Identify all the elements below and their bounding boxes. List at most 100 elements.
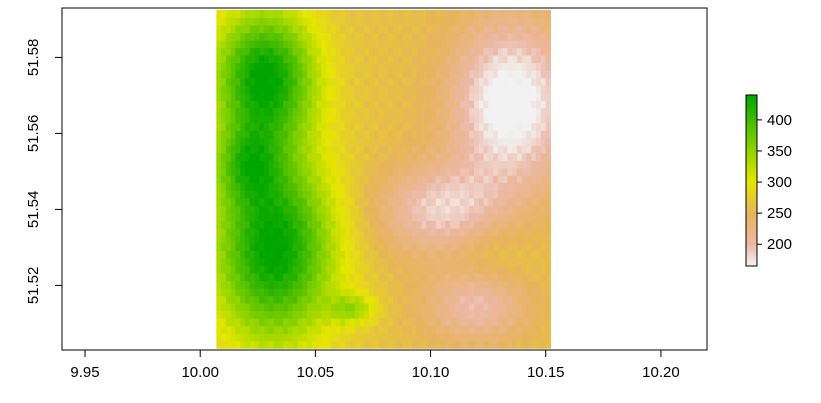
raster-cell bbox=[249, 175, 256, 184]
raster-cell bbox=[259, 340, 265, 349]
raster-cell bbox=[273, 175, 279, 184]
raster-cell bbox=[526, 100, 532, 109]
raster-cell bbox=[440, 130, 446, 139]
raster-cell bbox=[235, 130, 241, 139]
raster-cell bbox=[545, 160, 551, 169]
raster-cell bbox=[392, 62, 399, 71]
raster-cell bbox=[369, 227, 375, 236]
raster-cell bbox=[531, 137, 537, 146]
raster-cell bbox=[287, 325, 294, 334]
raster-cell bbox=[326, 340, 332, 349]
raster-cell bbox=[474, 295, 480, 304]
raster-cell bbox=[512, 257, 518, 267]
raster-cell bbox=[235, 77, 241, 86]
raster-cell bbox=[411, 175, 418, 184]
raster-cell bbox=[302, 235, 308, 244]
raster-cell bbox=[516, 325, 523, 334]
raster-cell bbox=[383, 70, 389, 79]
raster-cell bbox=[378, 205, 384, 214]
raster-cell bbox=[354, 287, 361, 297]
raster-cell bbox=[292, 107, 299, 116]
raster-cell bbox=[383, 295, 389, 304]
raster-cell bbox=[450, 182, 456, 191]
raster-cell bbox=[440, 9, 446, 19]
raster-cell bbox=[488, 303, 494, 312]
raster-cell bbox=[450, 287, 456, 297]
raster-cell bbox=[450, 145, 456, 154]
raster-cell bbox=[354, 160, 361, 169]
raster-cell bbox=[221, 17, 227, 26]
raster-cell bbox=[392, 9, 399, 19]
raster-cell bbox=[411, 242, 418, 251]
raster-cell bbox=[321, 340, 327, 349]
raster-cell bbox=[512, 310, 518, 319]
raster-cell bbox=[388, 39, 394, 49]
raster-cell bbox=[521, 235, 528, 244]
raster-cell bbox=[431, 333, 437, 342]
raster-cell bbox=[316, 280, 322, 289]
raster-cell bbox=[249, 92, 256, 101]
raster-cell bbox=[459, 310, 466, 319]
raster-cell bbox=[516, 235, 523, 244]
raster-cell bbox=[388, 92, 394, 101]
x-tick-label: 10.00 bbox=[181, 364, 219, 381]
raster-cell bbox=[474, 303, 480, 312]
raster-cell bbox=[316, 250, 322, 259]
raster-cell bbox=[240, 70, 246, 79]
raster-cell bbox=[221, 145, 227, 154]
raster-cell bbox=[287, 272, 294, 282]
raster-cell bbox=[411, 205, 418, 214]
raster-cell bbox=[440, 17, 446, 26]
raster-cell bbox=[526, 220, 532, 229]
raster-cell bbox=[402, 310, 408, 319]
raster-cell bbox=[512, 167, 518, 176]
raster-cell bbox=[411, 333, 418, 342]
raster-cell bbox=[259, 130, 265, 139]
raster-cell bbox=[221, 280, 227, 289]
raster-cell bbox=[512, 100, 518, 109]
raster-cell bbox=[326, 92, 332, 101]
raster-cell bbox=[402, 280, 408, 289]
raster-cell bbox=[283, 257, 289, 267]
raster-cell bbox=[244, 280, 251, 289]
raster-cell bbox=[536, 160, 542, 169]
raster-cell bbox=[311, 130, 318, 139]
raster-cell bbox=[531, 160, 537, 169]
raster-cell bbox=[340, 70, 346, 79]
raster-cell bbox=[292, 17, 299, 26]
raster-cell bbox=[540, 182, 547, 191]
raster-cell bbox=[512, 130, 518, 139]
raster-cell bbox=[364, 9, 370, 19]
raster-cell bbox=[536, 235, 542, 244]
raster-cell bbox=[235, 265, 241, 274]
raster-cell bbox=[287, 182, 294, 191]
raster-cell bbox=[464, 130, 470, 139]
raster-cell bbox=[264, 265, 270, 274]
raster-cell bbox=[330, 130, 337, 139]
raster-cell bbox=[402, 100, 408, 109]
raster-cell bbox=[516, 280, 523, 289]
raster-cell bbox=[264, 145, 270, 154]
raster-cell bbox=[426, 235, 432, 244]
raster-cell bbox=[283, 287, 289, 297]
raster-cell bbox=[502, 100, 509, 109]
raster-cell bbox=[526, 340, 532, 349]
raster-cell bbox=[278, 77, 284, 86]
raster-cell bbox=[516, 145, 523, 154]
raster-cell bbox=[302, 303, 308, 312]
raster-cell bbox=[254, 280, 260, 289]
raster-cell bbox=[450, 272, 456, 282]
raster-cell bbox=[440, 227, 446, 236]
raster-cell bbox=[516, 85, 523, 94]
raster-cell bbox=[335, 220, 341, 229]
raster-cell bbox=[316, 333, 322, 342]
raster-cell bbox=[292, 197, 299, 206]
raster-cell bbox=[221, 303, 227, 312]
raster-cell bbox=[407, 62, 413, 71]
raster-cell bbox=[426, 62, 432, 71]
raster-cell bbox=[340, 92, 346, 101]
raster-cell bbox=[216, 107, 222, 116]
raster-cell bbox=[221, 175, 227, 184]
raster-cell bbox=[268, 182, 275, 191]
